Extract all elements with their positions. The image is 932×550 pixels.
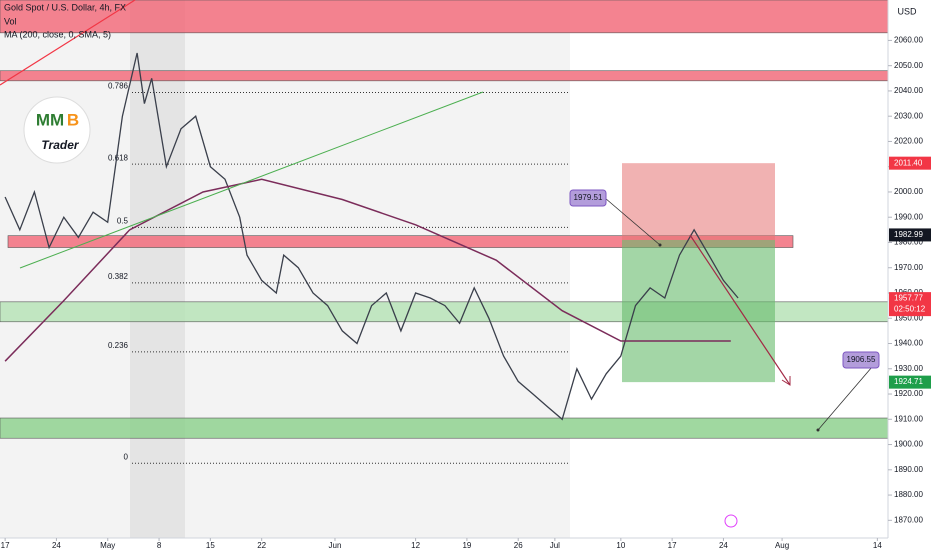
y-tick-label: 1940.00 [894,339,923,348]
chart-title: Gold Spot / U.S. Dollar, 4h, FX [4,2,126,12]
y-tick-label: 2000.00 [894,187,923,196]
fib-label: 0.236 [108,341,129,350]
zone [0,417,889,439]
plot: 0.786 0.618 0.5 0.382 0.236 0 [0,0,889,464]
fib-label: 0.5 [117,216,129,225]
price-tag-label: 1924.71 [894,377,923,386]
y-tick-label: 2060.00 [894,36,923,45]
x-tick-label: 17 [1,541,10,550]
y-tick-label: 1950.00 [894,313,923,322]
y-tick-label: 2030.00 [894,111,923,120]
y-tick-label: 2040.00 [894,86,923,95]
price-tag-label: 1982.99 [894,230,923,239]
y-tick-label: 1900.00 [894,440,923,449]
logo-sub: Trader [41,138,79,152]
indicator-label: Vol [4,16,17,26]
price-tag [889,228,931,242]
y-tick-label: 2020.00 [894,137,923,146]
y-tick-label: 2050.00 [894,61,923,70]
target-zone [622,239,775,383]
trend-line [19,91,484,269]
alert-icon [724,514,738,528]
y-tick-label: 1990.00 [894,212,923,221]
x-tick-label: 19 [462,541,471,550]
zone [7,235,794,248]
y-tick-label: 1870.00 [894,515,923,524]
logo-coin: B [67,110,79,129]
y-tick-label: 1890.00 [894,465,923,474]
x-tick-label: 15 [206,541,215,550]
callout-anchor [658,243,662,247]
x-tick-label: 17 [668,541,677,550]
x-tick-label: Jul [550,541,560,550]
callout-label: 1979.51 [574,193,603,202]
x-tick-label: 24 [719,541,728,550]
y-tick-label: 1970.00 [894,263,923,272]
indicator-label: MA (200, close, 0, SMA, 5) [4,29,111,39]
y-tick-label: 1880.00 [894,490,923,499]
y-tick-label: 1910.00 [894,414,923,423]
callout-box [569,189,607,207]
price-tag [889,292,931,317]
price-tag [889,156,931,170]
x-tick-label: 12 [411,541,420,550]
stop-zone [622,163,775,240]
price-tag-label: 2011.40 [894,158,923,167]
callout-pointer [817,359,879,431]
series-line [4,52,739,421]
logo: MM B Trader [23,96,91,164]
fib-label: 0 [124,452,129,461]
logo-brand: MM [36,110,64,129]
x-tick-label: 14 [873,541,882,550]
x-tick-label: 8 [157,541,162,550]
y-tick-label: 1930.00 [894,364,923,373]
projection-arrow [689,234,791,386]
logo-circle [23,96,91,164]
session-shade [130,0,185,538]
fib-label: 0.618 [108,153,129,162]
fib-label: 0.382 [108,272,129,281]
price-tag [889,375,931,389]
fib-label: 0.786 [108,82,129,91]
callout-anchor [816,428,820,432]
x-tick-label: 22 [257,541,266,550]
fib-background [0,0,570,538]
x-tick-label: 10 [616,541,625,550]
countdown-label: 02:50:12 [894,305,926,314]
arrow-head [781,376,791,386]
x-tick-label: Aug [775,541,789,550]
x-tick-label: 24 [52,541,61,550]
x-tick-label: 26 [514,541,523,550]
series-line [4,178,731,362]
callout-label: 1906.55 [847,355,876,364]
x-tick-label: Jun [329,541,342,550]
price-tag-label: 1957.77 [894,294,923,303]
callout-pointer [604,197,661,246]
trend-line [0,0,136,86]
callout-box [842,351,880,369]
x-tick-label: May [100,541,115,550]
currency-label: USD [897,6,917,16]
zone [0,0,889,34]
y-tick-label: 1920.00 [894,389,923,398]
y-tick-label: 1980.00 [894,238,923,247]
